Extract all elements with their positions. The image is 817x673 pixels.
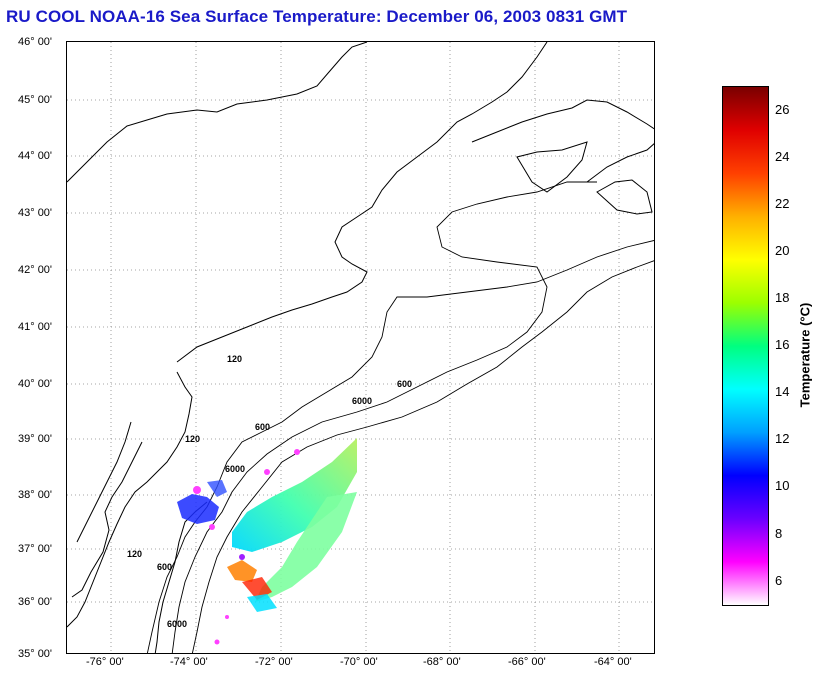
lat-label-38: 38° 00' [18,489,53,501]
contour-label-6000-c: 6000 [167,619,187,629]
contour-label-120: 120 [227,354,242,364]
isobath-120 [146,240,654,653]
colorbar [722,86,769,606]
lat-label-37: 37° 00' [18,543,53,555]
colorbar-tick-24: 24 [775,149,790,164]
colorbar-label: Temperature (°C) [797,302,813,408]
contour-label-600-c: 600 [157,562,172,572]
contour-labels: 120 120 120 600 600 600 6000 6000 6000 [127,354,412,629]
contour-label-6000: 6000 [352,396,372,406]
lat-label-39: 39° 00' [18,433,53,445]
map-canvas: 120 120 120 600 600 600 6000 6000 6000 [67,42,654,653]
lat-label-40: 40° 00' [18,378,53,390]
map-title: RU COOL NOAA-16 Sea Surface Temperature:… [6,7,628,26]
colorbar-tick-22: 22 [775,196,790,211]
lon-label-72: -72° 00' [255,656,293,668]
lat-label-45: 45° 00' [18,94,53,106]
contour-label-120-b: 120 [185,434,200,444]
map-panel[interactable]: 120 120 120 600 600 600 6000 6000 6000 [66,41,655,654]
lon-label-66: -66° 00' [508,656,546,668]
contour-label-120-c: 120 [127,549,142,559]
contour-label-6000-b: 6000 [225,464,245,474]
colorbar-tick-8: 8 [775,526,783,541]
colorbar-tick-6: 6 [775,573,783,588]
lat-label-43: 43° 00' [18,207,53,219]
lat-label-35: 35° 00' [18,648,53,660]
lon-label-74: -74° 00' [170,656,208,668]
lon-label-70: -70° 00' [340,656,378,668]
lon-label-76: -76° 00' [86,656,124,668]
contour-label-600: 600 [255,422,270,432]
colorbar-tick-16: 16 [775,337,790,352]
grid-lines [67,42,654,653]
colorbar-tick-20: 20 [775,243,790,258]
lon-label-64: -64° 00' [594,656,632,668]
colorbar-tick-10: 10 [775,478,790,493]
contour-label-600-b: 600 [397,379,412,389]
colorbar-tick-12: 12 [775,431,790,446]
coastline [67,42,654,653]
isobath-6000 [191,260,654,653]
colorbar-tick-26: 26 [775,102,790,117]
lat-label-36: 36° 00' [18,596,53,608]
lat-label-46: 46° 00' [18,36,53,48]
lon-label-68: -68° 00' [423,656,461,668]
colorbar-tick-18: 18 [775,290,790,305]
sst-swath [177,438,357,645]
colorbar-tick-14: 14 [775,384,790,399]
colorbar-gradient [723,87,768,605]
lat-label-44: 44° 00' [18,150,53,162]
lat-label-41: 41° 00' [18,321,53,333]
lat-label-42: 42° 00' [18,264,53,276]
isobath-600 [171,181,597,653]
